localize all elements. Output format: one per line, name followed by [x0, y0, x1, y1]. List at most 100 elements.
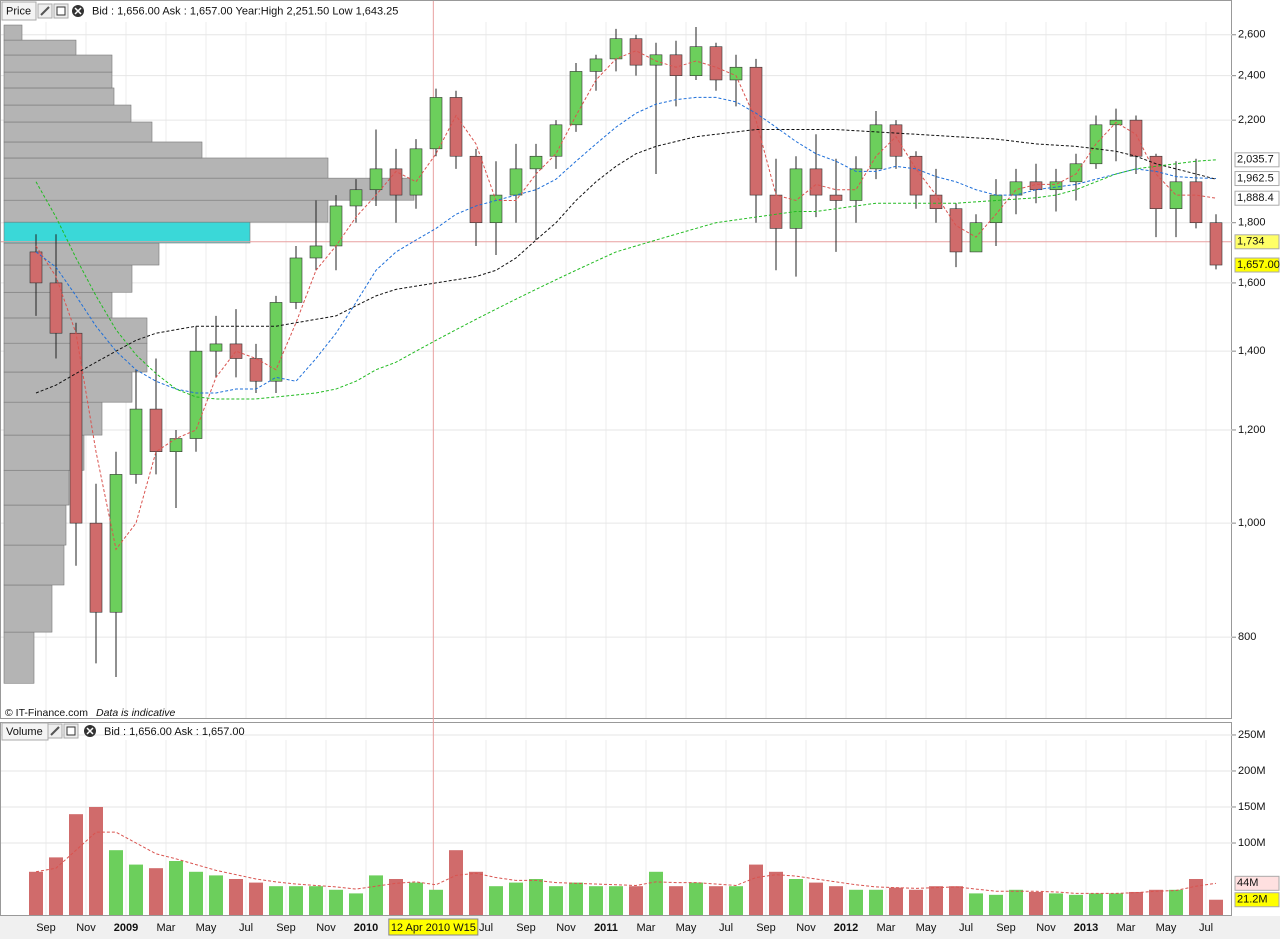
x-tick-label: 2010	[354, 922, 378, 934]
x-tick-label: Mar	[157, 922, 176, 934]
candle-body	[1129, 119, 1143, 157]
y-tick-label: 1,000	[1238, 517, 1266, 529]
x-tick-label: Jul	[479, 922, 493, 934]
x-tick-label: May	[1156, 922, 1177, 934]
volume-profile-bar	[3, 504, 67, 546]
volume-bar	[269, 886, 283, 915]
volume-bar	[469, 871, 483, 915]
disclaimer: Data is indicative	[96, 707, 176, 719]
quote-text: Bid : 1,656.00 Ask : 1,657.00	[104, 726, 245, 738]
close-icon[interactable]	[72, 5, 84, 17]
y-tick-label: 1,800	[1238, 217, 1266, 229]
panel-tab[interactable]	[1, 1, 37, 21]
settings-icon[interactable]	[47, 723, 63, 739]
volume-bar	[1069, 894, 1083, 915]
value-marker: 1,734	[1237, 236, 1265, 248]
x-tick-label: Sep	[36, 922, 56, 934]
candle-body	[149, 408, 163, 453]
window-icon[interactable]	[63, 723, 79, 739]
volume-bar	[749, 864, 763, 915]
volume-bar	[1189, 878, 1203, 915]
volume-bar	[29, 871, 43, 915]
volume-bar	[229, 878, 243, 915]
volume-bar	[169, 860, 183, 915]
settings-icon[interactable]	[37, 3, 53, 19]
value-marker: 21.2M	[1237, 894, 1268, 906]
volume-bar	[1049, 893, 1063, 915]
value-marker: 1,657.00	[1237, 259, 1280, 271]
volume-bar	[629, 886, 643, 915]
volume-bar	[429, 889, 443, 915]
value-marker-box	[1234, 234, 1280, 250]
crosshair-label-box	[388, 918, 479, 936]
close-icon[interactable]	[84, 725, 96, 737]
volume-bar	[1029, 891, 1043, 915]
volume-profile-bar	[3, 121, 153, 143]
candle-body	[569, 71, 583, 126]
y-tick-label: 150M	[1238, 801, 1266, 813]
candle-body	[209, 343, 223, 352]
volume-bar	[789, 878, 803, 915]
volume-profile-bar	[3, 87, 115, 106]
x-tick-label: 2012	[834, 922, 858, 934]
candle-body	[69, 332, 83, 524]
volume-bar	[909, 889, 923, 915]
candle-body	[829, 194, 843, 201]
volume-bar	[1209, 899, 1223, 915]
volume-bar	[249, 882, 263, 915]
value-marker-box	[1234, 257, 1280, 273]
candle-body	[869, 124, 883, 170]
x-tick-label: Nov	[796, 922, 816, 934]
volume-bar	[829, 886, 843, 915]
volume-bar	[589, 886, 603, 915]
x-tick-label: Jul	[1199, 922, 1213, 934]
volume-profile-bar	[3, 199, 329, 223]
candle-body	[909, 155, 923, 196]
x-tick-label: 2011	[594, 922, 618, 934]
volume-bar	[569, 882, 583, 915]
candle-body	[329, 205, 343, 247]
volume-profile-bar	[3, 584, 53, 633]
value-marker-box	[1234, 171, 1280, 187]
volume-bar	[929, 886, 943, 915]
value-marker-box	[1234, 875, 1280, 891]
volume-bar	[209, 875, 223, 915]
volume-profile-bar	[3, 24, 23, 41]
value-marker-box	[1234, 892, 1280, 908]
moving-average	[35, 129, 1217, 394]
volume-bar	[949, 886, 963, 915]
volume-bar	[809, 882, 823, 915]
volume-bar	[849, 889, 863, 915]
x-tick-label: Sep	[756, 922, 776, 934]
window-icon[interactable]	[53, 3, 69, 19]
candle-body	[489, 194, 503, 224]
volume-bar	[969, 893, 983, 915]
candle-body	[429, 97, 443, 150]
volume-panel	[0, 722, 1232, 916]
y-tick-label: 2,600	[1238, 29, 1266, 41]
candle-body	[389, 168, 403, 196]
x-tick-label: Nov	[76, 922, 96, 934]
candle-body	[529, 155, 543, 170]
volume-bar	[1109, 893, 1123, 915]
candle-body	[849, 168, 863, 201]
y-tick-label: 1,600	[1238, 277, 1266, 289]
x-tick-label: Jul	[959, 922, 973, 934]
x-tick-label: Jul	[719, 922, 733, 934]
x-tick-label: Nov	[316, 922, 336, 934]
volume-bar	[369, 875, 383, 915]
x-tick-label: Nov	[1036, 922, 1056, 934]
volume-bar	[729, 886, 743, 915]
volume-bar	[349, 893, 363, 915]
volume-profile-bar	[3, 54, 113, 73]
volume-bar	[329, 889, 343, 915]
y-tick-label: 800	[1238, 631, 1256, 643]
candle-body	[469, 155, 483, 224]
volume-profile-bar	[3, 221, 251, 244]
candle-body	[609, 38, 623, 60]
crosshair-label: 12 Apr 2010 W15	[391, 922, 476, 934]
candle-body	[809, 168, 823, 196]
volume-bar	[1009, 889, 1023, 915]
